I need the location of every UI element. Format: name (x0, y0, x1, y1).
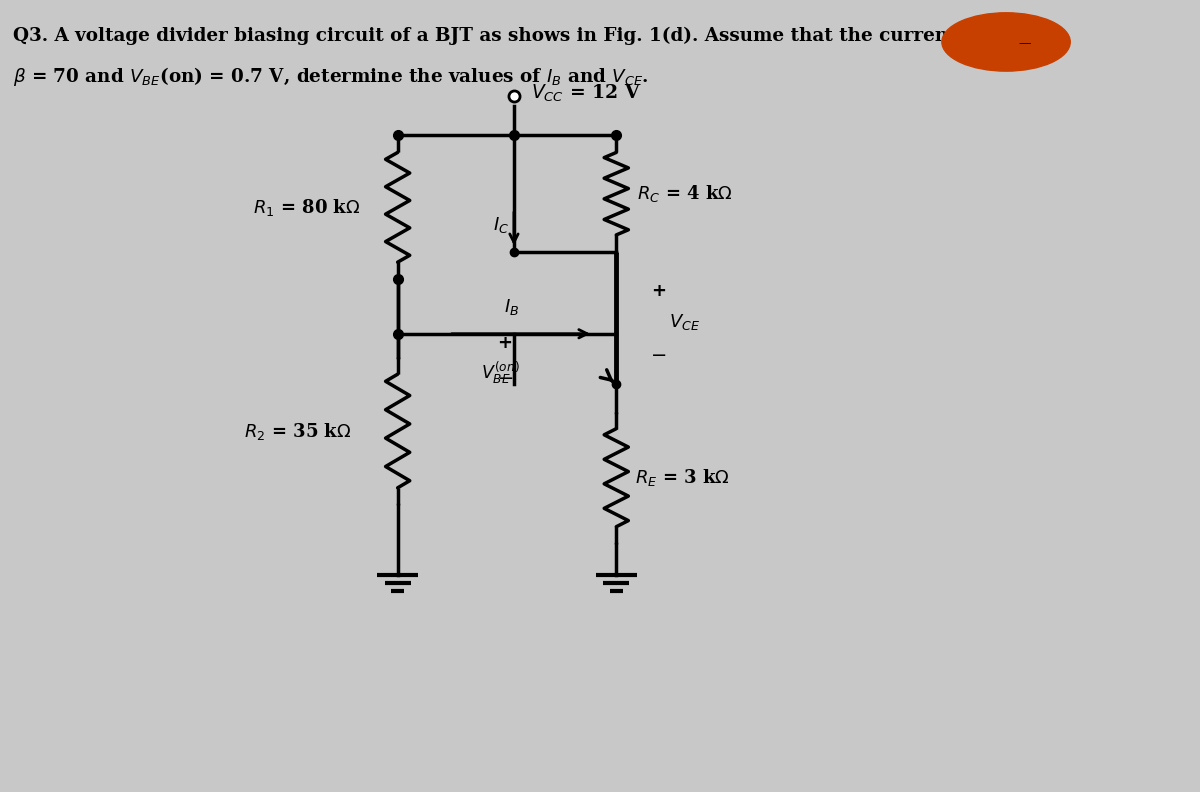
Text: $V_{BE}^{(on)}$: $V_{BE}^{(on)}$ (481, 360, 520, 386)
Text: +: + (650, 282, 666, 300)
Text: +: + (497, 334, 512, 352)
Text: $\beta$ = 70 and $V_{BE}$(on) = 0.7 V, determine the values of $I_B$ and $V_{CE}: $\beta$ = 70 and $V_{BE}$(on) = 0.7 V, d… (12, 65, 648, 88)
Text: $V_{CE}$: $V_{CE}$ (670, 312, 701, 332)
Text: $-$: $-$ (497, 367, 512, 386)
Text: —: — (1019, 37, 1031, 50)
Text: $R_E$ = 3 k$\Omega$: $R_E$ = 3 k$\Omega$ (635, 467, 730, 488)
Text: $R_2$ = 35 k$\Omega$: $R_2$ = 35 k$\Omega$ (244, 421, 352, 441)
Text: $R_C$ = 4 k$\Omega$: $R_C$ = 4 k$\Omega$ (637, 183, 732, 204)
Text: $I_B$: $I_B$ (504, 297, 520, 317)
Ellipse shape (942, 13, 1070, 71)
Text: Q3. A voltage divider biasing circuit of a BJT as shows in Fig. 1(d). Assume tha: Q3. A voltage divider biasing circuit of… (12, 26, 1008, 44)
Text: $R_1$ = 80 k$\Omega$: $R_1$ = 80 k$\Omega$ (253, 196, 361, 218)
Text: $V_{CC}$ = 12 V: $V_{CC}$ = 12 V (530, 82, 641, 104)
Text: $-$: $-$ (650, 344, 666, 363)
Text: $I_C$: $I_C$ (493, 215, 510, 234)
